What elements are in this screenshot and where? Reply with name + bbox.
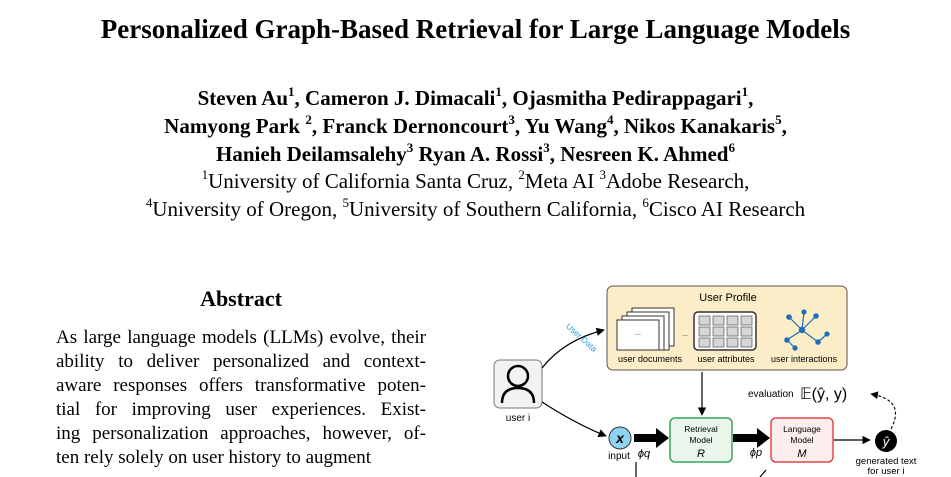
retrieval-model-symbol: R [697, 448, 705, 460]
author-separator: , [748, 86, 754, 110]
author-separator: , [549, 142, 561, 166]
author-affiliation-index: 6 [728, 140, 735, 155]
affiliation-index: 3 [599, 167, 606, 182]
author-affiliation-index: 1 [741, 84, 749, 99]
language-model-box [770, 417, 834, 463]
author-line: Hanieh Deilamsalehy3 Ryan A. Rossi3, Nes… [0, 140, 951, 168]
author-name: Cameron J. Dimacali [305, 86, 496, 110]
affiliation-list: 1University of California Santa Cruz, 2M… [0, 167, 951, 223]
author-affiliation-index: 1 [495, 84, 502, 99]
author-line: Namyong Park 2, Franck Dernoncourt3, Yu … [0, 112, 951, 140]
author-affiliation-index: 3 [406, 140, 414, 155]
author-affiliation-index: 3 [543, 140, 550, 155]
author-name: Hanieh Deilamsalehy [216, 142, 407, 166]
language-model-line1: Language [783, 424, 821, 434]
author-affiliation-index: 5 [775, 112, 782, 127]
affiliation-index: 2 [518, 167, 525, 182]
author-name: Namyong Park [164, 114, 306, 138]
author-name: Ojasmitha Pedirappagari [512, 86, 742, 110]
author-name: Nikos Kanakaris [623, 114, 776, 138]
author-separator: , [613, 114, 624, 138]
svg-text:...: ... [682, 331, 688, 338]
author-separator: , [514, 114, 525, 138]
affiliation-line: 1University of California Santa Cruz, 2M… [0, 167, 951, 195]
output-symbol: ŷ [882, 434, 891, 449]
retrieval-model-line1: Retrieval [684, 424, 718, 434]
author-affiliation-index: 3 [508, 112, 515, 127]
framework-figure: User Profile ... user documents ... user… [493, 285, 917, 477]
input-label: input [608, 451, 630, 462]
abstract-heading: Abstract [200, 286, 282, 311]
affiliation-name: Meta AI [524, 169, 600, 193]
author-separator: , [781, 114, 787, 138]
user-attributes-icon: ... [682, 311, 757, 351]
language-model-line2: Model [790, 435, 813, 445]
user-interactions-graph-icon [784, 309, 830, 351]
abstract-line: As large language models (LLMs) evolve, … [56, 327, 426, 348]
output-node [875, 430, 897, 452]
user-attributes-label: user attributes [697, 354, 755, 364]
author-affiliation-index: 4 [606, 112, 614, 127]
author-name: Ryan A. Rossi [418, 142, 544, 166]
author-separator: , [311, 114, 323, 138]
author-separator: , [294, 86, 306, 110]
abstract-line: ability to deliver personalized and cont… [56, 351, 426, 372]
author-list: Steven Au1, Cameron J. Dimacali1, Ojasmi… [0, 84, 951, 168]
abstract-line: ing personalization approaches, however,… [56, 423, 426, 444]
author-line: Steven Au1, Cameron J. Dimacali1, Ojasmi… [0, 84, 951, 112]
user-documents-icon: ... [616, 307, 675, 351]
author-name: Franck Dernoncourt [322, 114, 509, 138]
affiliation-name: Adobe Research, [605, 169, 750, 193]
author-name: Yu Wang [524, 114, 607, 138]
author-name: Steven Au [197, 86, 289, 110]
user-documents-label: user documents [618, 354, 683, 364]
author-separator: , [501, 86, 513, 110]
generated-text-label: generated text [856, 456, 917, 467]
language-model-symbol: M [797, 448, 807, 460]
affiliation-name: University of Southern California, [348, 197, 643, 221]
evaluation-label: evaluation [748, 389, 794, 400]
retrieval-model-line2: Model [689, 435, 712, 445]
affiliation-index: 1 [201, 167, 209, 182]
author-affiliation-index: 1 [288, 84, 295, 99]
affiliation-name: Cisco AI Research [648, 197, 806, 221]
input-symbol: x [615, 430, 625, 446]
affiliation-index: 4 [145, 195, 153, 210]
phi-p-label: ϕp [750, 447, 762, 459]
evaluation-formula: 𝔼(ŷ, y) [800, 386, 847, 403]
affiliation-name: University of California Santa Cruz, [208, 169, 519, 193]
paper-title: Personalized Graph-Based Retrieval for L… [100, 14, 851, 44]
for-user-label: for user i [868, 466, 905, 477]
retrieval-model-box [669, 417, 733, 463]
input-node [608, 426, 632, 450]
affiliation-index: 6 [642, 195, 649, 210]
affiliation-index: 5 [342, 195, 349, 210]
user-data-label: User Data [564, 321, 599, 354]
user-profile-label: User Profile [699, 292, 756, 304]
author-affiliation-index: 2 [305, 112, 312, 127]
affiliation-name: University of Oregon, [152, 197, 343, 221]
user-label: user i [506, 413, 530, 424]
user-interactions-label: user interactions [771, 354, 838, 364]
affiliation-line: 4University of Oregon, 5University of So… [0, 195, 951, 223]
abstract-body: As large language models (LLMs) evolve, … [56, 326, 426, 470]
author-name: Nesreen K. Ahmed [560, 142, 729, 166]
abstract-line: ten rely solely on user history to augme… [56, 447, 372, 468]
user-icon [493, 359, 543, 409]
abstract-line: aware responses offers transformative po… [56, 375, 426, 396]
phi-q-label: ϕq [638, 448, 651, 460]
abstract-line: tial for improving user experiences. Exi… [56, 399, 426, 420]
svg-text:...: ... [635, 330, 641, 337]
